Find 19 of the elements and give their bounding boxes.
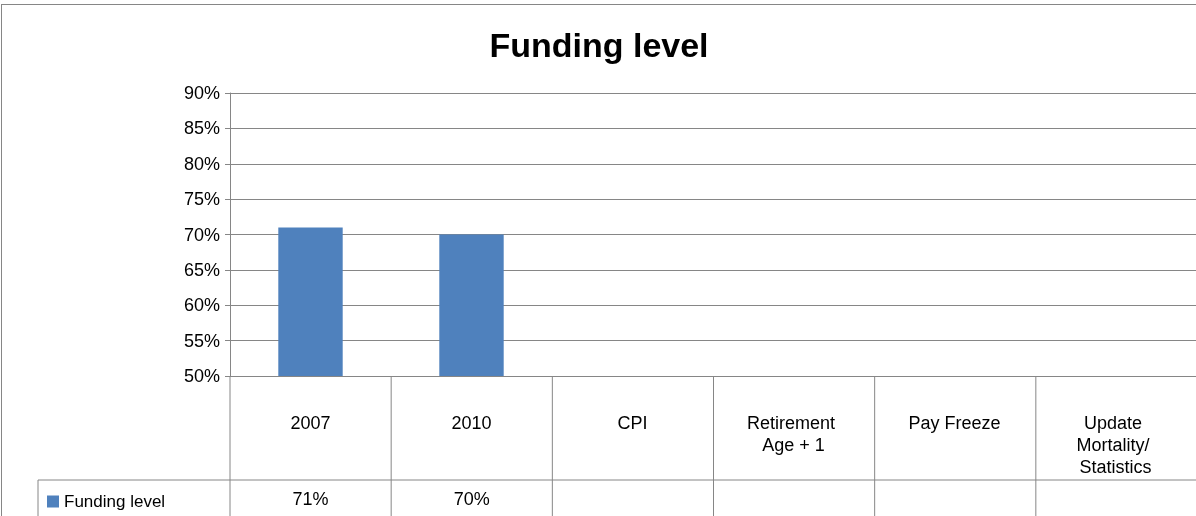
y-tick-label: 65% bbox=[183, 259, 220, 280]
x-tick-label: 2007 bbox=[290, 413, 331, 433]
y-tick-label: 50% bbox=[183, 366, 220, 386]
y-tick-label: 75% bbox=[183, 189, 220, 210]
y-tick-label: 55% bbox=[183, 330, 220, 351]
x-tick-label: Retirement Age + 1 bbox=[746, 413, 841, 455]
x-tick-label: Pay Freeze bbox=[908, 413, 1001, 433]
x-tick-label: Update Mortality/ Statistics bbox=[1076, 413, 1155, 477]
chart-title: Funding level bbox=[489, 26, 709, 64]
y-tick-label: 80% bbox=[183, 153, 220, 174]
y-tick-label: 90% bbox=[183, 83, 220, 103]
data-label: 71% bbox=[292, 489, 329, 509]
legend-label: Funding level bbox=[64, 492, 166, 511]
data-label: 70% bbox=[453, 489, 490, 509]
x-tick-label: CPI bbox=[617, 413, 648, 433]
y-tick-label: 85% bbox=[183, 118, 220, 139]
y-tick-label: 60% bbox=[183, 295, 220, 316]
y-tick-label: 70% bbox=[183, 224, 220, 245]
x-tick-label: 2010 bbox=[451, 413, 492, 433]
